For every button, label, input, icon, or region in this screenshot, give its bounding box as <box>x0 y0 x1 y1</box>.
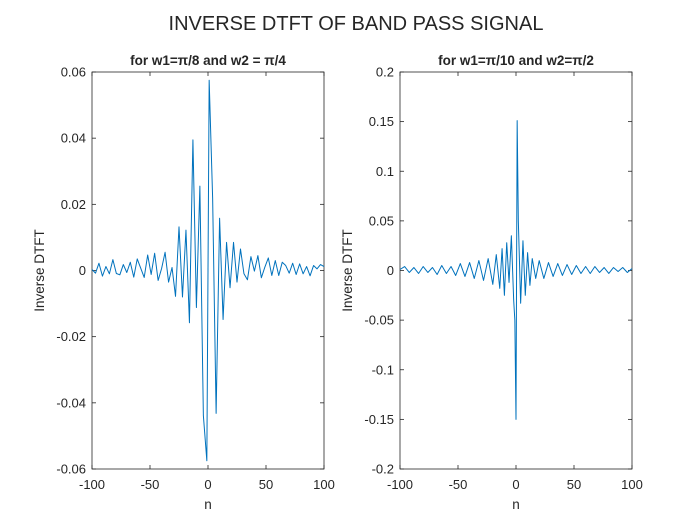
x-tick-label: 100 <box>621 477 643 492</box>
y-tick-label: -0.15 <box>364 412 394 427</box>
y-tick-label: -0.05 <box>364 313 394 328</box>
y-tick-label: 0.04 <box>61 131 86 146</box>
plot-title: for w1=π/10 and w2=π/2 <box>438 53 594 68</box>
y-axis-label: Inverse DTFT <box>340 229 355 312</box>
y-tick-label: 0 <box>79 263 86 278</box>
y-tick-label: 0.1 <box>376 164 394 179</box>
x-tick-label: 50 <box>259 477 273 492</box>
figure-title: INVERSE DTFT OF BAND PASS SIGNAL <box>169 13 544 35</box>
y-tick-label: -0.1 <box>372 362 394 377</box>
y-tick-label: -0.06 <box>56 462 86 477</box>
right-plot: -100 -50 0 50 100 -0.2 -0.15 -0.1 -0.05 0 0.05 0.1 0… <box>340 53 643 512</box>
y-axis-label: Inverse DTFT <box>32 229 47 312</box>
series-line <box>399 120 633 420</box>
y-tick-label: 0.02 <box>61 197 86 212</box>
y-tick-label: 0.15 <box>369 114 394 129</box>
x-tick-label: 50 <box>567 477 581 492</box>
left-plot: -100 -50 0 50 100 -0.06 -0.04 -0.02 0 0.02 0.04 0.0… <box>32 53 335 512</box>
x-tick-label: -100 <box>387 477 413 492</box>
y-tick-label: -0.02 <box>56 329 86 344</box>
x-tick-label: -100 <box>79 477 105 492</box>
y-tick-label: 0 <box>387 263 394 278</box>
y-tick-label: 0.05 <box>369 213 394 228</box>
y-tick-label: -0.04 <box>56 395 86 410</box>
x-tick-label: -50 <box>449 477 468 492</box>
x-tick-label: -50 <box>141 477 160 492</box>
x-tick-label: 100 <box>313 477 335 492</box>
x-axis-label: n <box>512 497 520 512</box>
x-tick-label: 0 <box>512 477 519 492</box>
plot-title: for w1=π/8 and w2 = π/4 <box>130 53 286 68</box>
series-line <box>91 79 325 462</box>
x-tick-label: 0 <box>204 477 211 492</box>
y-tick-label: -0.2 <box>372 462 394 477</box>
y-tick-label: 0.06 <box>61 65 86 80</box>
x-axis-label: n <box>204 497 212 512</box>
y-tick-label: 0.2 <box>376 65 394 80</box>
